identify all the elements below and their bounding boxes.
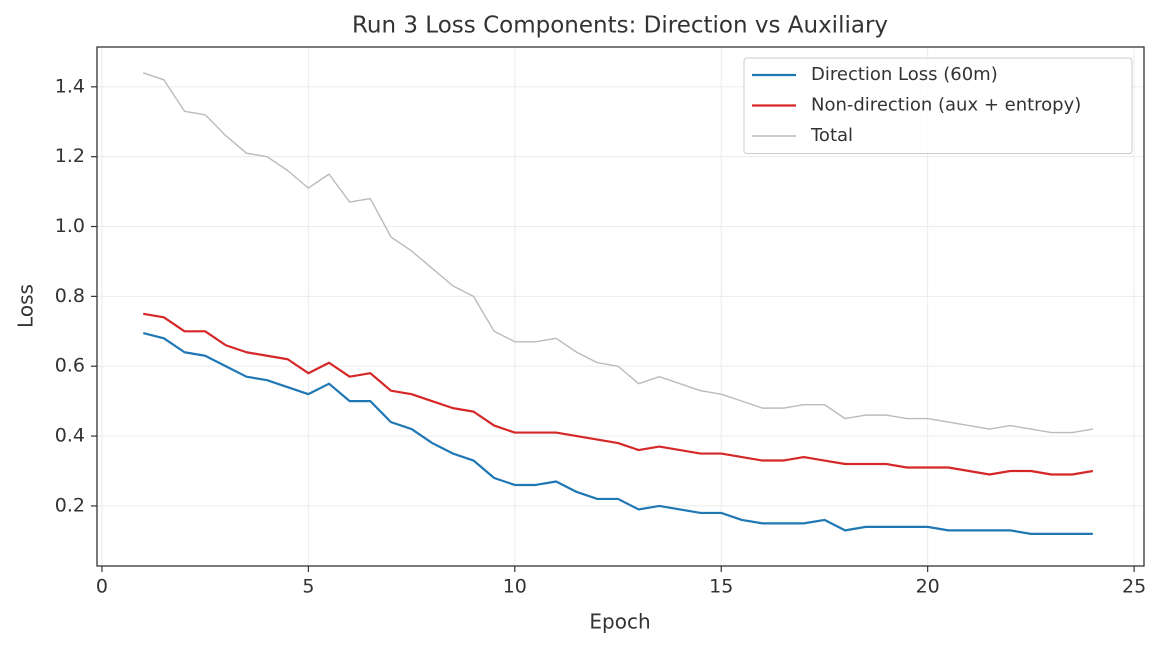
x-tick-label: 25 — [1122, 576, 1146, 598]
y-tick-label: 0.4 — [55, 425, 85, 447]
legend-label: Non-direction (aux + entropy) — [811, 95, 1081, 116]
x-tick-label: 10 — [503, 576, 527, 598]
legend-box — [743, 57, 1133, 154]
plot-frame — [96, 46, 1145, 567]
y-tick-label: 0.8 — [55, 285, 85, 307]
y-tick-label: 1.0 — [55, 215, 85, 237]
y-tick-label: 1.2 — [55, 145, 85, 167]
series-line — [142, 331, 1093, 535]
legend: Direction Loss (60m) Non-direction (aux +… — [743, 57, 1133, 154]
legend-label: Direction Loss (60m) — [811, 64, 998, 85]
x-tick-label: 5 — [302, 576, 314, 598]
y-axis-label: Loss — [14, 284, 38, 328]
x-axis-label: Epoch — [589, 610, 650, 634]
y-tick-label: 1.4 — [55, 75, 85, 97]
x-tick-label: 15 — [709, 576, 733, 598]
series-line — [143, 312, 1093, 476]
x-tick-label: 0 — [96, 576, 108, 598]
lines — [142, 72, 1093, 535]
chart-title: Run 3 Loss Components: Direction vs Auxi… — [352, 13, 888, 39]
axes: 0 5 10 15 20 25 0.2 0.4 0.6 0.8 1.0 1.2 1.4 — [55, 75, 1146, 597]
y-tick-label: 0.6 — [55, 355, 85, 377]
legend-label: Total — [810, 125, 853, 146]
y-tick-label: 0.2 — [55, 494, 85, 516]
x-tick-label: 20 — [916, 576, 940, 598]
series-line — [143, 72, 1093, 434]
